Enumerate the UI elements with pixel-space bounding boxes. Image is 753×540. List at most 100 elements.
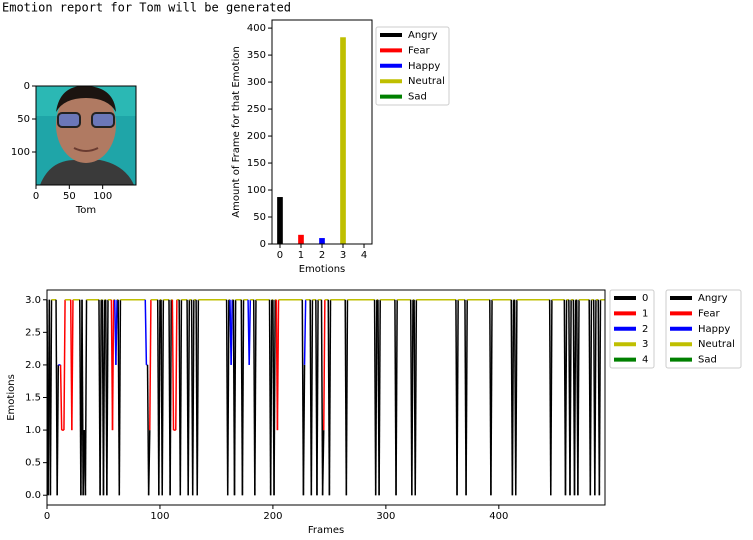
header-text: Emotion report for Tom will be generated <box>2 1 291 15</box>
line-segment <box>254 299 257 496</box>
axes-frame <box>35 85 137 186</box>
line-segment <box>589 299 593 496</box>
line-segment <box>411 299 414 496</box>
line-segment <box>59 364 63 431</box>
line-segment <box>328 299 332 496</box>
y-tick-label: 300 <box>247 77 266 88</box>
y-tick-label: 350 <box>247 50 266 61</box>
line-segment <box>598 299 602 496</box>
line-segment <box>465 299 468 496</box>
line-segment <box>187 299 191 496</box>
bar <box>340 37 346 244</box>
face-photo <box>36 85 136 185</box>
line-segment <box>147 430 151 496</box>
line-segment <box>171 299 175 431</box>
line-segment <box>233 299 237 496</box>
line-segment <box>322 299 326 431</box>
line-segment <box>56 364 60 496</box>
legend-box <box>375 26 450 106</box>
line-segment <box>115 299 118 365</box>
line-segment <box>573 299 577 496</box>
x-tick-label: 50 <box>63 191 76 202</box>
line-segment <box>226 299 230 496</box>
line-segment <box>196 299 200 496</box>
x-tick-label: 1 <box>298 250 304 261</box>
line-segment <box>149 299 152 431</box>
axes-frame <box>271 19 373 245</box>
legend-label: Neutral <box>408 76 445 87</box>
line-segment <box>345 299 349 496</box>
y-tick-label: 200 <box>247 131 266 142</box>
line-segment <box>269 299 273 496</box>
line-segment <box>564 299 568 496</box>
line-segment <box>302 364 306 496</box>
line-segment <box>569 299 572 496</box>
line-segment <box>395 299 398 496</box>
line-segment <box>303 299 307 365</box>
y-tick-label: 0.5 <box>25 458 41 469</box>
y-tick-label: 150 <box>247 158 266 169</box>
y-tick-label: 2.5 <box>25 327 41 338</box>
legend-label: 2 <box>642 324 648 335</box>
y-tick-label: 50 <box>253 212 266 223</box>
legend-label: Fear <box>408 45 430 56</box>
line-segment <box>594 299 597 496</box>
y-tick-label: 1.5 <box>25 393 41 404</box>
x-tick-label: 300 <box>376 511 395 522</box>
line-segment <box>515 299 518 496</box>
legend-label: Happy <box>408 61 440 72</box>
y-tick-label: 0 <box>260 239 266 250</box>
y-tick-label: 100 <box>11 147 30 158</box>
line-segment <box>310 299 314 496</box>
y-tick-label: 250 <box>247 104 266 115</box>
legend-label: Fear <box>698 308 720 319</box>
x-tick-label: 4 <box>361 250 367 261</box>
line-segment <box>248 299 252 365</box>
x-tick-label: 400 <box>489 511 508 522</box>
x-axis-label: Emotions <box>299 264 346 275</box>
legend-label: Sad <box>408 92 427 103</box>
line-segment <box>577 299 580 496</box>
line-segment <box>63 299 66 431</box>
line-segment <box>276 299 280 431</box>
line-segment <box>490 299 493 496</box>
line-segment <box>49 299 53 496</box>
legend-label: Angry <box>698 293 728 304</box>
line-segment <box>511 299 515 496</box>
line-segment <box>169 299 173 496</box>
line-segment <box>179 299 183 496</box>
y-axis-label: Emotions <box>6 374 17 421</box>
legend-label: Angry <box>408 30 438 41</box>
bar <box>319 238 325 244</box>
line-segment <box>144 299 148 365</box>
legend-label: 3 <box>642 339 648 350</box>
line-segment <box>158 299 161 496</box>
line-segment <box>84 299 88 496</box>
line-segment <box>273 299 276 496</box>
y-axis-label: Amount of Frame for that Emotion <box>231 46 242 217</box>
y-tick-label: 0 <box>24 81 30 92</box>
line-segment <box>414 299 418 496</box>
legend-label: Happy <box>698 324 730 335</box>
x-axis-label: Tom <box>75 205 96 216</box>
legend-label: Sad <box>698 355 717 366</box>
legend-label: 4 <box>642 355 648 366</box>
line-segment <box>106 299 109 496</box>
line-segment <box>316 299 319 496</box>
y-tick-label: 1.0 <box>25 425 41 436</box>
legend-label: 0 <box>642 293 648 304</box>
line-segment <box>456 299 459 496</box>
x-tick-label: 200 <box>263 511 282 522</box>
line-segment <box>99 299 102 496</box>
y-tick-label: 100 <box>247 185 266 196</box>
line-segment <box>175 299 178 431</box>
line-segment <box>550 299 553 496</box>
line-segment <box>191 299 195 496</box>
legend-label: 1 <box>642 308 648 319</box>
line-segment <box>111 299 115 431</box>
line-segment <box>241 299 245 496</box>
line-segment <box>71 299 74 431</box>
x-tick-label: 3 <box>340 250 346 261</box>
line-segment <box>102 299 106 496</box>
